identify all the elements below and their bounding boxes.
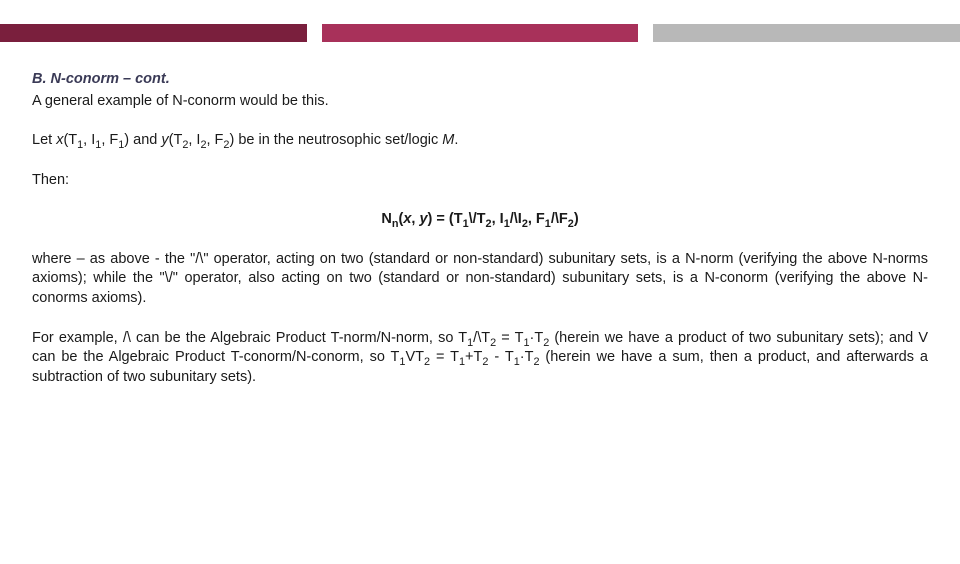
t: /\I <box>510 211 522 227</box>
t: /\T <box>473 330 490 346</box>
var-m: M <box>442 132 454 148</box>
t: , I <box>188 132 200 148</box>
accent-seg-3 <box>653 24 960 42</box>
t: \/T <box>469 211 486 227</box>
t: , F <box>207 132 224 148</box>
intro-text: A general example of N-conorm would be t… <box>32 92 928 112</box>
t: , F <box>528 211 545 227</box>
var-y: y <box>161 132 168 148</box>
paragraph-4: For example, /\ can be the Algebraic Pro… <box>32 329 928 388</box>
accent-seg-1 <box>0 24 307 42</box>
t: ·T <box>530 330 544 346</box>
t: ) = (T <box>428 211 463 227</box>
t: , I <box>492 211 504 227</box>
t: Let <box>32 132 56 148</box>
t: For example, /\ can be the Algebraic Pro… <box>32 330 467 346</box>
paragraph-3: where – as above - the "/\" operator, ac… <box>32 250 928 309</box>
t: N <box>381 211 391 227</box>
t: . <box>454 132 458 148</box>
accent-gap-1 <box>307 24 321 42</box>
t: VT <box>405 349 424 365</box>
t: ·T <box>520 349 534 365</box>
t: ) be in the neutrosophic set/logic <box>229 132 442 148</box>
t: , I <box>83 132 95 148</box>
slide-content: B. N-conorm – cont. A general example of… <box>0 42 960 387</box>
then-line: Then: <box>32 171 928 191</box>
var-y: y <box>419 211 427 227</box>
t: (T <box>169 132 183 148</box>
t: = T <box>430 349 459 365</box>
t: = T <box>496 330 523 346</box>
t: ) and <box>124 132 161 148</box>
t: ) <box>574 211 579 227</box>
accent-bar <box>0 24 960 42</box>
let-line: Let x(T1, I1, F1) and y(T2, I2, F2) be i… <box>32 131 928 151</box>
t: +T <box>465 349 482 365</box>
accent-seg-2 <box>322 24 639 42</box>
formula: Nn(x, y) = (T1\/T2, I1/\I2, F1/\F2) <box>32 210 928 230</box>
t: (T <box>63 132 77 148</box>
t: , F <box>101 132 118 148</box>
section-heading: B. N-conorm – cont. <box>32 70 928 90</box>
t: - T <box>488 349 513 365</box>
accent-gap-2 <box>638 24 652 42</box>
t: /\F <box>551 211 568 227</box>
